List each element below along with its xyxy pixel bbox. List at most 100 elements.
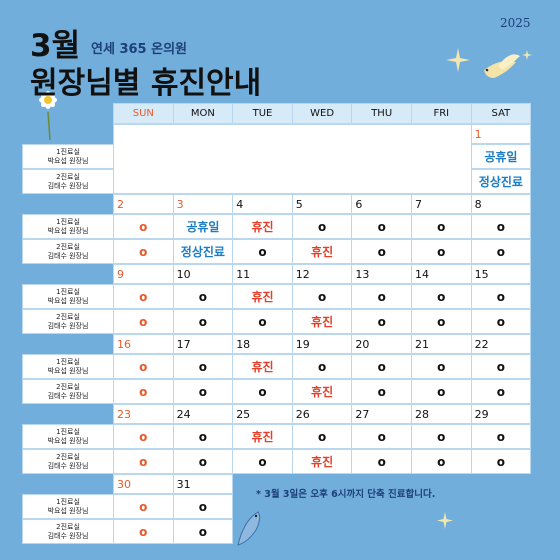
- row-label-doctor: 김태수 원장님: [47, 531, 89, 540]
- status: o: [172, 424, 234, 449]
- row-label: 1진료실 박요섭 원장님: [22, 494, 114, 519]
- row-label: 2진료실 김태수 원장님: [22, 449, 114, 474]
- day-header: SUN: [113, 103, 174, 124]
- date: 16: [113, 334, 174, 354]
- status: 휴진: [232, 354, 293, 379]
- status: o: [351, 424, 412, 449]
- date: 5: [291, 194, 353, 214]
- day-header: MON: [172, 103, 234, 124]
- date: 3: [172, 194, 234, 214]
- status: o: [172, 494, 234, 519]
- row-label-room: 2진료실: [56, 382, 80, 391]
- row-label-doctor: 김태수 원장님: [47, 321, 89, 330]
- date: 23: [113, 404, 174, 424]
- status: o: [113, 494, 174, 519]
- date: 17: [172, 334, 234, 354]
- day-header: THU: [351, 103, 412, 124]
- status: o: [172, 354, 234, 379]
- date: 26: [291, 404, 353, 424]
- note: * 3월 3일은 오후 6시까지 단축 진료합니다.: [256, 489, 436, 500]
- date: 10: [172, 264, 234, 284]
- status: o: [232, 309, 293, 334]
- status: o: [172, 284, 234, 309]
- row-label: 2진료실 김태수 원장님: [22, 169, 114, 194]
- status: o: [172, 379, 234, 404]
- status: 휴진: [232, 214, 293, 239]
- status: o: [411, 239, 472, 264]
- row-label-room: 1진료실: [56, 427, 80, 436]
- status: 휴진: [232, 424, 293, 449]
- row-label-doctor: 김태수 원장님: [47, 251, 89, 260]
- status: 휴진: [232, 284, 293, 309]
- daisy: [39, 91, 57, 141]
- status: o: [113, 284, 174, 309]
- bird: [484, 54, 520, 78]
- day-header: TUE: [232, 103, 293, 124]
- date: 6: [351, 194, 412, 214]
- status: o: [113, 309, 174, 334]
- date: 18: [232, 334, 293, 354]
- status: o: [232, 379, 293, 404]
- status: o: [411, 309, 472, 334]
- stars: [437, 48, 532, 529]
- day-header: FRI: [411, 103, 472, 124]
- day-header: SAT: [470, 103, 532, 124]
- status: o: [172, 519, 234, 544]
- year: 2025: [500, 16, 531, 30]
- row-label-doctor: 김태수 원장님: [47, 391, 89, 400]
- row-label: 1진료실 박요섭 원장님: [22, 284, 114, 309]
- blank-area: [113, 124, 472, 194]
- date: 30: [113, 474, 174, 494]
- date: 27: [351, 404, 412, 424]
- row-label-doctor: 김태수 원장님: [47, 461, 89, 470]
- row-label-room: 1진료실: [56, 497, 80, 506]
- row-label-room: 1진료실: [56, 147, 80, 156]
- status: o: [470, 354, 532, 379]
- clinic-name: 연세 365 온의원: [91, 42, 187, 57]
- date: 19: [291, 334, 353, 354]
- status: o: [470, 379, 532, 404]
- status: o: [351, 379, 412, 404]
- row-label: 2진료실 김태수 원장님: [22, 239, 114, 264]
- month-title: 3월: [30, 28, 81, 64]
- day-header: WED: [291, 103, 353, 124]
- row-label: 2진료실 김태수 원장님: [22, 379, 114, 404]
- date: 1: [470, 124, 532, 144]
- date: 20: [351, 334, 412, 354]
- row-label-room: 2진료실: [56, 522, 80, 531]
- date: 15: [470, 264, 532, 284]
- row-label: 1진료실 박요섭 원장님: [22, 214, 114, 239]
- status: o: [411, 284, 472, 309]
- status: o: [411, 449, 472, 474]
- status: o: [113, 379, 174, 404]
- status: o: [113, 424, 174, 449]
- status: o: [470, 449, 532, 474]
- status: 공휴일: [172, 214, 234, 239]
- row-label-room: 1진료실: [56, 287, 80, 296]
- row-label: 2진료실 김태수 원장님: [22, 309, 114, 334]
- row-label: 1진료실 박요섭 원장님: [22, 354, 114, 379]
- status: o: [411, 214, 472, 239]
- status: o: [291, 214, 353, 239]
- row-label-doctor: 박요섭 원장님: [47, 436, 89, 445]
- date: 9: [113, 264, 174, 284]
- status: o: [411, 354, 472, 379]
- row-label-room: 2진료실: [56, 452, 80, 461]
- date: 31: [172, 474, 234, 494]
- date: 21: [411, 334, 472, 354]
- row-label: 1진료실 박요섭 원장님: [22, 144, 114, 169]
- status: o: [470, 239, 532, 264]
- date: 2: [113, 194, 174, 214]
- date: 24: [172, 404, 234, 424]
- status: o: [291, 354, 353, 379]
- status: o: [470, 424, 532, 449]
- row-label-room: 2진료실: [56, 242, 80, 251]
- status: 휴진: [291, 239, 353, 264]
- status: o: [351, 284, 412, 309]
- status: o: [351, 354, 412, 379]
- status: o: [113, 519, 174, 544]
- row-label: 1진료실 박요섭 원장님: [22, 424, 114, 449]
